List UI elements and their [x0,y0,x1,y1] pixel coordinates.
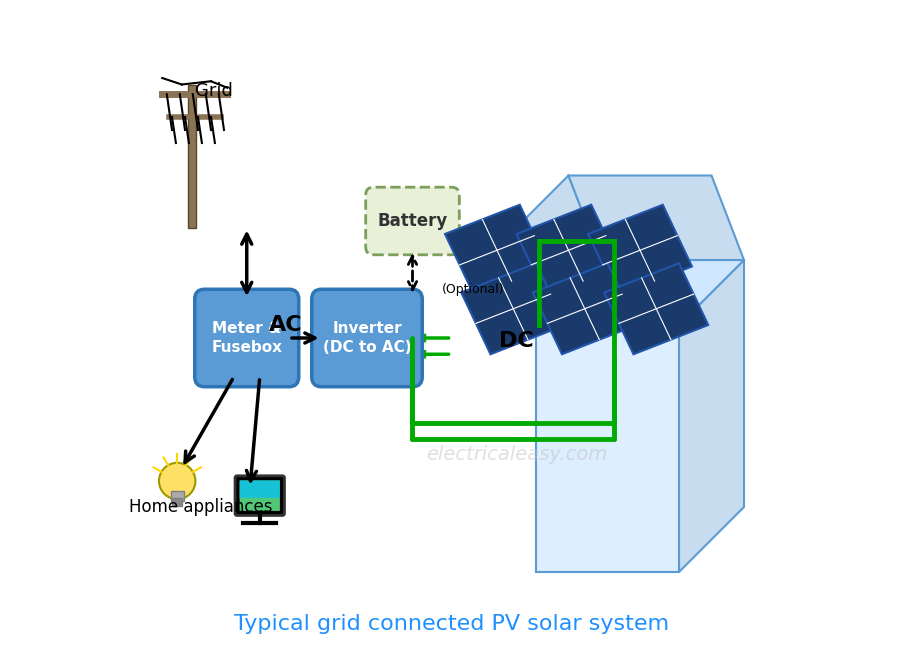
FancyBboxPatch shape [195,289,299,387]
FancyBboxPatch shape [239,480,280,511]
Polygon shape [503,176,601,325]
Polygon shape [587,205,691,296]
FancyBboxPatch shape [311,289,422,387]
Text: Grid: Grid [195,82,233,100]
Polygon shape [536,260,743,325]
Polygon shape [445,205,548,296]
Text: Battery: Battery [377,212,447,230]
Text: (Optional): (Optional) [441,283,504,296]
Polygon shape [678,260,743,572]
Polygon shape [532,263,636,354]
Circle shape [159,463,195,499]
Text: Home appliances: Home appliances [129,498,272,516]
Text: electricaleasy.com: electricaleasy.com [426,445,606,465]
Polygon shape [568,176,743,260]
FancyBboxPatch shape [239,480,280,498]
Polygon shape [536,325,678,572]
Polygon shape [516,205,620,296]
Polygon shape [603,263,707,354]
Bar [188,84,196,227]
Bar [170,491,183,500]
Text: Typical grid connected PV solar system: Typical grid connected PV solar system [234,614,668,634]
Polygon shape [461,263,565,354]
FancyBboxPatch shape [235,476,284,515]
Text: Meter &
Fusebox: Meter & Fusebox [211,320,282,356]
Text: DC: DC [499,332,533,351]
FancyBboxPatch shape [365,187,459,255]
Text: Inverter
(DC to AC): Inverter (DC to AC) [322,320,410,356]
Bar [171,498,182,506]
Text: AC: AC [269,315,302,335]
